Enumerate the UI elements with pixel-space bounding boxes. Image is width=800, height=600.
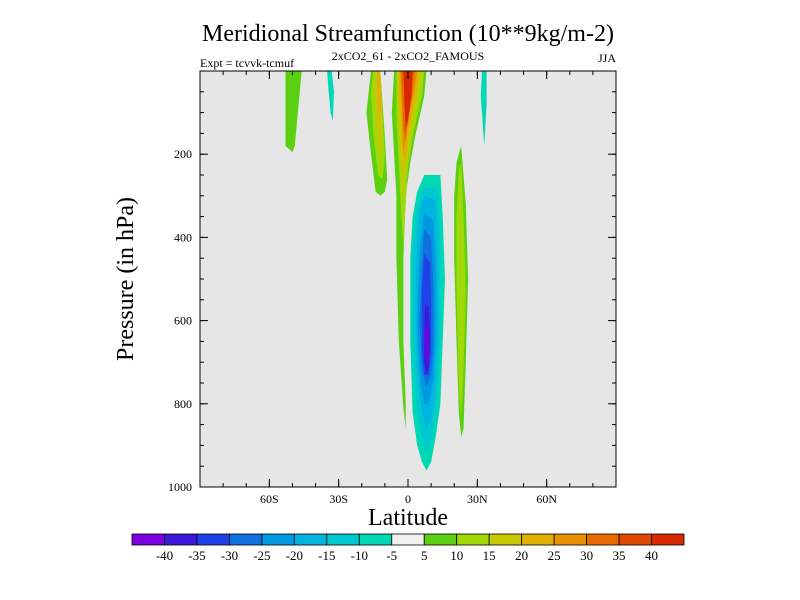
- colorbar-label: 15: [483, 548, 496, 563]
- colorbar-box: [229, 533, 263, 546]
- colorbar-label: -40: [156, 548, 173, 563]
- colorbar-box: [423, 533, 458, 546]
- y-axis-label: Pressure (in hPa): [113, 197, 139, 361]
- colorbar-box: [651, 533, 685, 546]
- colorbar-box: [196, 533, 230, 546]
- colorbar-label: 25: [548, 548, 561, 563]
- contour-region-nh-positive-sliver-10: [456, 162, 466, 417]
- y-tick-label: 800: [174, 397, 192, 411]
- colorbar-label: 35: [613, 548, 626, 563]
- subtitle-center: 2xCO2_61 - 2xCO2_FAMOUS: [332, 49, 484, 63]
- colorbar-label: 10: [450, 548, 463, 563]
- y-tick-label: 400: [174, 230, 192, 244]
- colorbar-box: [521, 533, 555, 546]
- colorbar-label: -20: [286, 548, 303, 563]
- colorbar-label: -30: [221, 548, 238, 563]
- x-tick-label: 30N: [467, 492, 488, 506]
- contour-region-nh-negative-cell-40: [425, 324, 429, 367]
- plot-area: 60S 30S 0 30N 60N 200 400 600 800 1000: [168, 70, 617, 506]
- colorbar-box: [391, 533, 425, 546]
- subtitle-left: Expt = tcvvk-tcmuf: [200, 56, 294, 70]
- colorbar-box: [164, 533, 198, 546]
- contour-regions: [285, 71, 487, 471]
- y-axis-ticks: 200 400 600 800 1000: [168, 147, 616, 494]
- contour-region-sh-upper-negative-sliver: [327, 71, 334, 121]
- x-axis-label: Latitude: [368, 505, 448, 531]
- colorbar-label: 5: [421, 548, 428, 563]
- colorbar-box: [131, 533, 165, 546]
- colorbar-label: 40: [645, 548, 658, 563]
- contour-region-sh-high-lat-positive: [285, 71, 302, 153]
- colorbar-label: 20: [515, 548, 528, 563]
- colorbar-box: [586, 533, 620, 546]
- x-tick-label: 60S: [260, 492, 279, 506]
- colorbar-box: [326, 533, 360, 546]
- x-tick-label: 30S: [329, 492, 348, 506]
- colorbar-label: -25: [253, 548, 270, 563]
- chart-title: Meridional Streamfunction (10**9kg/m-2): [202, 21, 614, 47]
- y-tick-label: 600: [174, 314, 192, 328]
- colorbar-box: [456, 533, 490, 546]
- colorbar-label: -10: [351, 548, 368, 563]
- colorbar-box: [553, 533, 587, 546]
- colorbar-label: 30: [580, 548, 593, 563]
- colorbar-box: [261, 533, 295, 546]
- colorbar-box: [358, 533, 393, 546]
- x-tick-label: 0: [405, 492, 411, 506]
- colorbar-label: -5: [386, 548, 397, 563]
- y-tick-label: 200: [174, 147, 192, 161]
- colorbar-label: -15: [318, 548, 335, 563]
- x-tick-label: 60N: [536, 492, 557, 506]
- contour-region-nh-upper-negative-sliver: [480, 71, 487, 146]
- contour-region-sh-positive-cell-20: [376, 71, 382, 121]
- colorbar-label: -35: [188, 548, 205, 563]
- colorbar-box: [293, 533, 328, 546]
- colorbar: -40 -35 -30 -25 -20 -15 -10 -5 5 10 15 20 25 30 35 40: [131, 533, 685, 563]
- contour-region-equatorial-positive-40: [403, 71, 413, 130]
- colorbar-box: [618, 533, 652, 546]
- x-axis-ticks: 60S 30S 0 30N 60N: [260, 71, 557, 506]
- colorbar-box: [488, 533, 523, 546]
- y-tick-label: 1000: [168, 480, 192, 494]
- subtitle-right: JJA: [598, 51, 616, 65]
